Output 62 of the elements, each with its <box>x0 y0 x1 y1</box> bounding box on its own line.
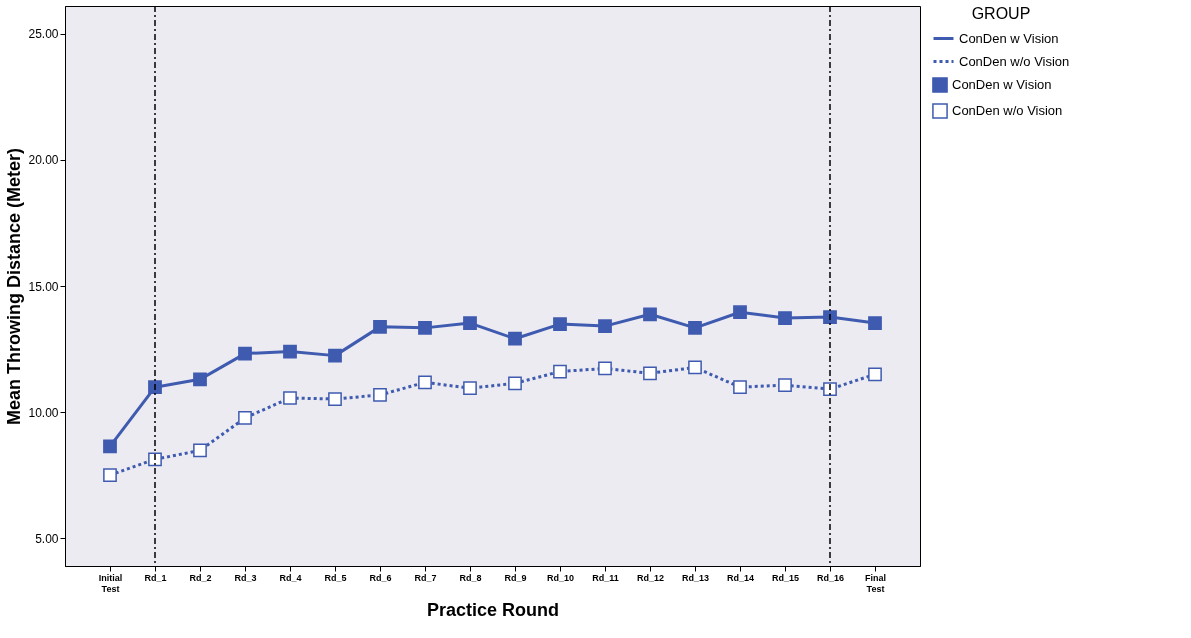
point <box>508 376 522 391</box>
point <box>643 307 657 322</box>
point <box>193 372 207 387</box>
x-tick-label: Rd_8 <box>459 572 482 583</box>
x-tick-label: Rd_3 <box>234 572 257 583</box>
point <box>328 348 342 363</box>
point <box>328 392 342 406</box>
point <box>733 380 747 395</box>
point <box>598 319 612 333</box>
legend-label: ConDen w/o Vision <box>952 103 1063 118</box>
point <box>688 321 702 335</box>
y-tick-label: 10.00 <box>28 405 59 420</box>
point <box>553 364 567 379</box>
text: ConDen w Vision <box>959 30 1059 46</box>
x-tick-label: Rd_2 <box>189 572 212 583</box>
x-tick-label: Rd_6 <box>369 572 392 583</box>
x-tick-label: Rd_10 <box>546 572 575 583</box>
point <box>598 361 612 376</box>
y-tick-label: 20.00 <box>28 153 59 168</box>
x-tick-label: Rd_15 <box>771 572 800 583</box>
point <box>778 378 792 393</box>
x-tick-label: Rd_14 <box>726 572 755 583</box>
x-tick-label: Rd_11 <box>592 572 619 583</box>
x-tick-label: Rd_5 <box>324 572 347 583</box>
point <box>463 381 477 396</box>
x-tick-label: Initial Test <box>98 572 123 594</box>
point <box>733 305 747 320</box>
y-tick-label: 5.00 <box>35 531 59 546</box>
legend-label: ConDen w Vision <box>952 77 1052 92</box>
point <box>688 360 702 375</box>
x-tick-label: Rd_1 <box>144 572 167 583</box>
x-axis-title: Practice Round <box>426 599 560 620</box>
y-tick-label: 15.00 <box>28 279 59 294</box>
x-tick-label: Rd_9 <box>504 572 527 583</box>
x-tick-label: Rd_13 <box>681 572 710 583</box>
y-axis-title: Mean Throwing Distance (Meter) <box>4 147 25 426</box>
point <box>418 321 432 335</box>
y-tick-label: 25.00 <box>28 27 59 42</box>
x-tick-label: Rd_12 <box>636 572 665 583</box>
text: ConDen w/o Vision <box>959 53 1070 69</box>
legend-title: GROUP <box>971 5 1031 22</box>
x-tick-label: Rd_4 <box>279 572 302 583</box>
point <box>868 316 882 330</box>
x-tick-label: Rd_16 <box>816 572 845 583</box>
point <box>508 331 522 346</box>
point <box>868 367 882 382</box>
point <box>193 443 207 458</box>
x-tick-label: Final Test <box>864 572 887 594</box>
point <box>553 317 567 331</box>
point <box>418 375 432 390</box>
point <box>373 319 387 334</box>
x-tick-label: Rd_7 <box>414 572 437 583</box>
point <box>238 411 252 425</box>
point <box>778 311 792 325</box>
point <box>283 391 297 405</box>
point <box>643 366 657 381</box>
point <box>103 468 117 483</box>
point <box>238 346 252 361</box>
point <box>283 344 297 359</box>
point <box>463 316 477 330</box>
point <box>103 439 117 454</box>
point <box>373 388 387 402</box>
